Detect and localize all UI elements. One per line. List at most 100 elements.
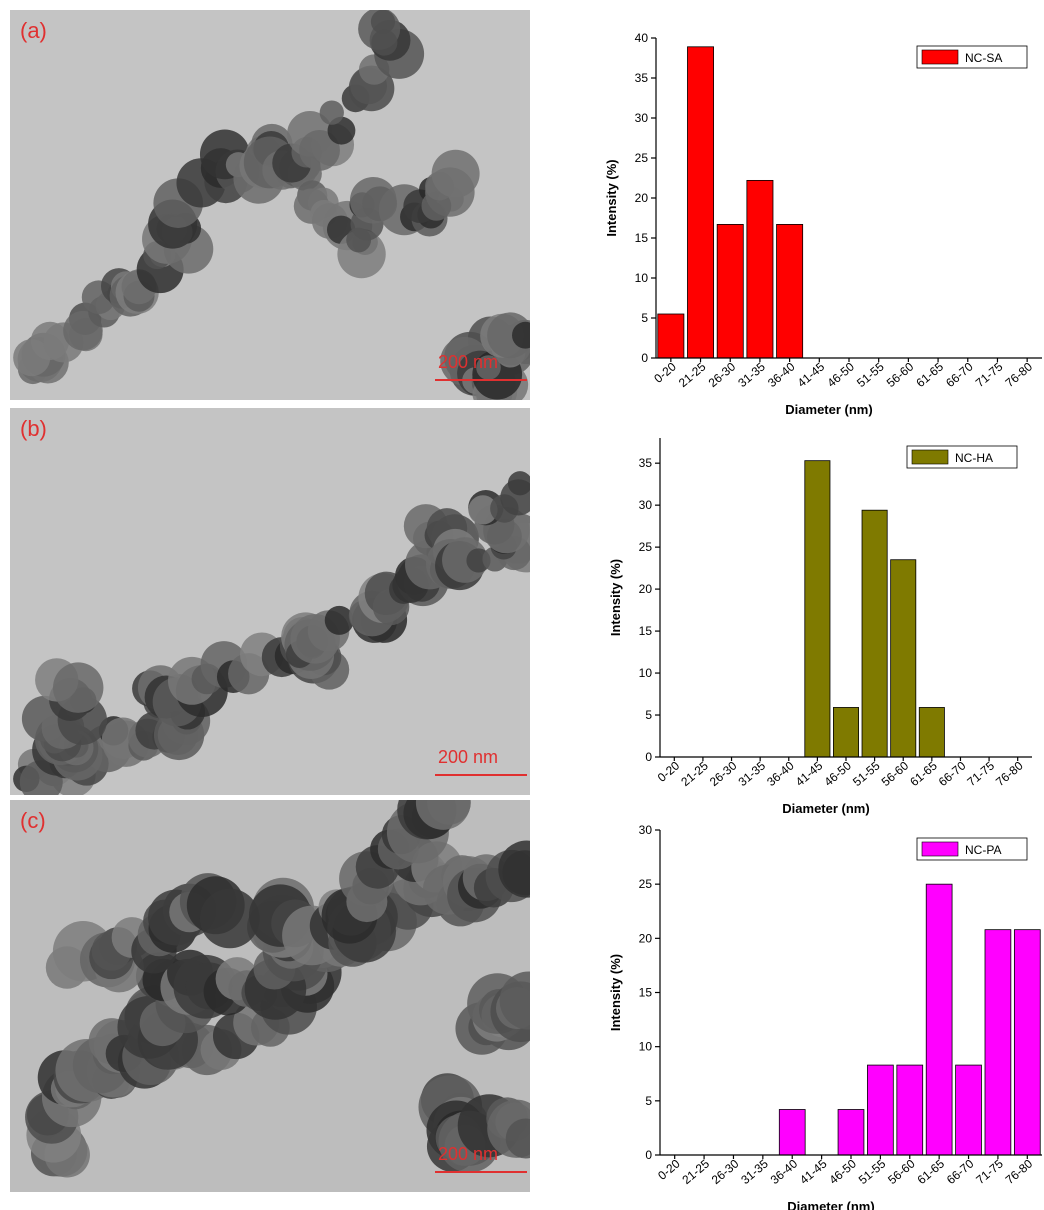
x-tick-label: 26-30 xyxy=(706,359,739,390)
x-tick-label: 51-55 xyxy=(850,758,883,789)
particle xyxy=(200,889,260,949)
bar xyxy=(985,930,1011,1155)
x-tick-label: 76-80 xyxy=(993,758,1026,789)
x-tick-label: 0-20 xyxy=(651,359,679,385)
legend-label: NC-HA xyxy=(955,451,993,465)
bar xyxy=(867,1065,893,1155)
bar xyxy=(687,47,713,358)
bar xyxy=(658,314,684,358)
x-tick-label: 51-55 xyxy=(854,359,887,390)
y-tick-label: 10 xyxy=(639,666,653,680)
scale-bar-label: 200 nm xyxy=(438,747,498,767)
y-tick-label: 0 xyxy=(645,1148,652,1162)
legend-swatch xyxy=(912,450,948,464)
bar xyxy=(779,1110,805,1156)
y-tick-label: 15 xyxy=(635,231,649,245)
x-tick-label: 71-75 xyxy=(964,758,997,789)
x-axis-label: Diameter (nm) xyxy=(785,402,872,417)
bar xyxy=(838,1110,864,1156)
x-tick-label: 56-60 xyxy=(885,1156,918,1187)
bar xyxy=(747,180,773,358)
x-axis-label: Diameter (nm) xyxy=(782,801,869,816)
y-axis-label: Intensity (%) xyxy=(608,559,623,636)
panel-label: (a) xyxy=(20,18,47,43)
bar xyxy=(956,1065,982,1155)
legend-label: NC-SA xyxy=(965,51,1002,65)
y-tick-label: 5 xyxy=(645,708,652,722)
y-tick-label: 5 xyxy=(641,311,648,325)
tem-image xyxy=(10,408,551,803)
y-tick-label: 20 xyxy=(639,582,653,596)
y-tick-label: 30 xyxy=(639,823,653,837)
y-axis-label: Intensity (%) xyxy=(604,159,619,236)
x-tick-label: 61-65 xyxy=(907,758,940,789)
x-tick-label: 41-45 xyxy=(795,359,828,390)
x-tick-label: 76-80 xyxy=(1003,1156,1036,1187)
particle xyxy=(320,100,344,124)
y-tick-label: 40 xyxy=(635,31,649,45)
x-tick-label: 66-70 xyxy=(944,1156,977,1187)
x-tick-label: 21-25 xyxy=(676,359,709,390)
x-tick-label: 36-40 xyxy=(764,758,797,789)
bar xyxy=(926,884,952,1155)
x-tick-label: 66-70 xyxy=(943,359,976,390)
scale-bar-label: 200 nm xyxy=(438,1144,498,1164)
y-tick-label: 35 xyxy=(635,71,649,85)
y-axis-label: Intensity (%) xyxy=(608,954,623,1031)
tem-image xyxy=(10,775,558,1192)
bar xyxy=(833,707,858,757)
particle xyxy=(53,662,103,712)
y-tick-label: 10 xyxy=(635,271,649,285)
y-tick-label: 0 xyxy=(641,351,648,365)
x-tick-label: 61-65 xyxy=(915,1156,948,1187)
y-tick-label: 25 xyxy=(635,151,649,165)
y-tick-label: 15 xyxy=(639,986,653,1000)
bar xyxy=(862,510,887,757)
particle xyxy=(508,471,532,495)
x-tick-label: 36-40 xyxy=(765,359,798,390)
figure: (a) 200 nm (b) 200 nm (c) 200 nm 0 5 10 15 20 25 30 3… xyxy=(0,0,1044,1210)
x-tick-label: 46-50 xyxy=(821,758,854,789)
x-tick-label: 56-60 xyxy=(884,359,917,390)
x-tick-label: 71-75 xyxy=(973,1156,1006,1187)
x-tick-label: 36-40 xyxy=(768,1156,801,1187)
x-tick-label: 76-80 xyxy=(1003,359,1036,390)
particle xyxy=(506,1119,546,1159)
y-tick-label: 30 xyxy=(635,111,649,125)
x-tick-label: 0-20 xyxy=(655,758,683,784)
x-tick-label: 0-20 xyxy=(655,1156,683,1182)
x-tick-label: 31-35 xyxy=(736,758,769,789)
x-tick-label: 61-65 xyxy=(913,359,946,390)
x-tick-label: 46-50 xyxy=(826,1156,859,1187)
particle xyxy=(432,150,480,198)
particle xyxy=(498,841,555,898)
bar xyxy=(897,1065,923,1155)
x-tick-label: 56-60 xyxy=(879,758,912,789)
y-tick-label: 20 xyxy=(639,931,653,945)
x-axis-label: Diameter (nm) xyxy=(787,1199,874,1210)
scale-bar-label: 200 nm xyxy=(438,352,498,372)
panel-label: (c) xyxy=(20,808,46,833)
bar xyxy=(1014,930,1040,1155)
y-tick-label: 25 xyxy=(639,877,653,891)
y-tick-label: 20 xyxy=(635,191,649,205)
y-tick-label: 35 xyxy=(639,456,653,470)
x-tick-label: 41-45 xyxy=(793,758,826,789)
x-tick-label: 41-45 xyxy=(797,1156,830,1187)
bar xyxy=(805,461,830,757)
legend-swatch xyxy=(922,842,958,856)
bar xyxy=(777,224,803,358)
x-tick-label: 21-25 xyxy=(679,1156,712,1187)
bar xyxy=(717,224,743,358)
bar xyxy=(891,560,916,757)
y-tick-label: 5 xyxy=(645,1094,652,1108)
y-tick-label: 30 xyxy=(639,498,653,512)
particle xyxy=(371,10,395,34)
x-tick-label: 46-50 xyxy=(824,359,857,390)
x-tick-label: 51-55 xyxy=(856,1156,889,1187)
particle xyxy=(512,322,539,349)
panel-label: (b) xyxy=(20,416,47,441)
legend-swatch xyxy=(922,50,958,64)
x-tick-label: 31-35 xyxy=(738,1156,771,1187)
x-tick-label: 26-30 xyxy=(709,1156,742,1187)
